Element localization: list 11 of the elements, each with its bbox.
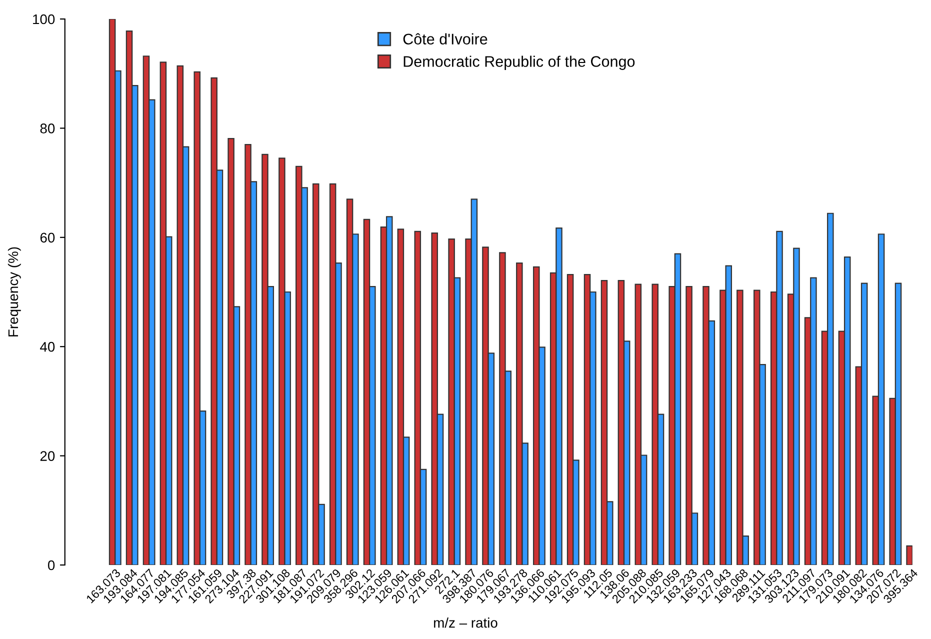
y-tick-label: 20	[40, 451, 55, 461]
y-tick-label: 0	[48, 560, 55, 570]
bar	[906, 545, 912, 565]
y-tick-label: 40	[40, 342, 55, 352]
y-tick-label: 80	[40, 124, 55, 134]
y-tick-label: 60	[40, 232, 55, 243]
y-axis-title: Frequency (%)	[8, 247, 21, 336]
y-tick-label: 100	[33, 14, 55, 24]
legend-label: Côte d'Ivoire	[403, 33, 488, 45]
legend-label: Democratic Republic of the Congo	[404, 56, 635, 70]
x-axis-title: m/z – ratio	[434, 618, 498, 628]
